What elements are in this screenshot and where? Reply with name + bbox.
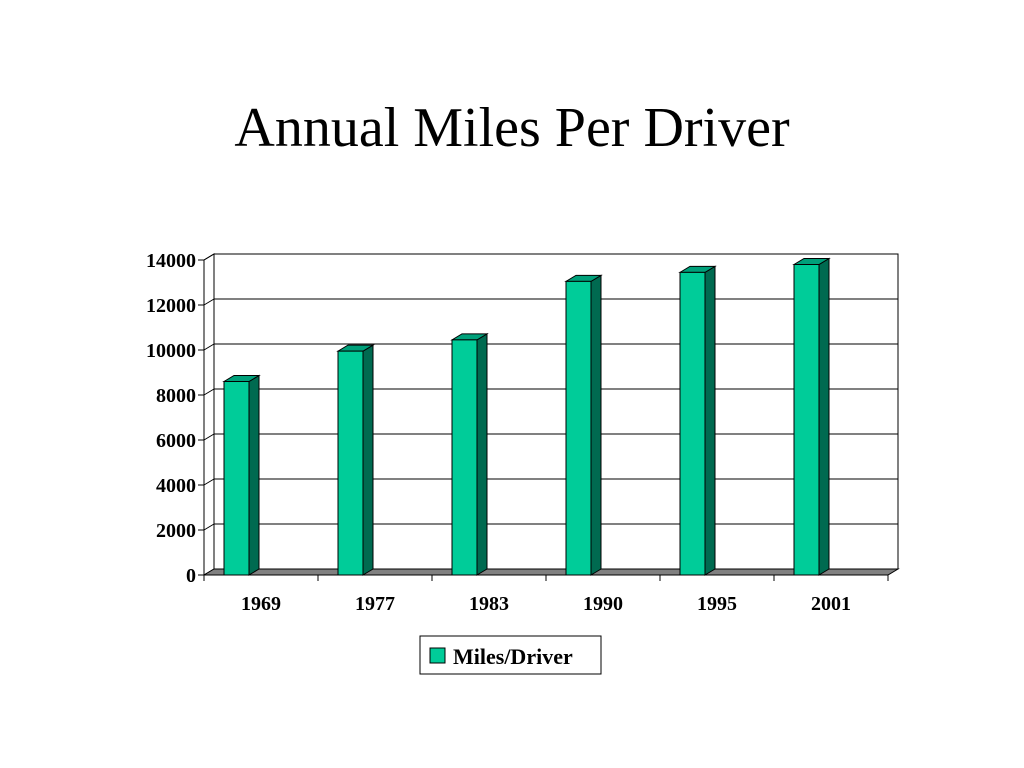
bar — [792, 257, 831, 576]
bar — [564, 274, 603, 576]
bar-side — [362, 344, 374, 576]
y-tick-label: 8000 — [156, 385, 196, 407]
legend-box — [419, 635, 602, 675]
bar-side — [818, 257, 830, 576]
x-tick-label: 1990 — [583, 593, 623, 615]
bar — [678, 265, 717, 576]
bar-side — [590, 274, 602, 576]
bar-side — [704, 265, 716, 576]
bar-front — [337, 350, 364, 576]
x-tick-label: 1977 — [355, 593, 395, 615]
gridline-side — [203, 523, 215, 531]
gridline-side — [203, 343, 215, 351]
gridline-side — [203, 433, 215, 441]
x-tick-label: 1983 — [469, 593, 509, 615]
legend-swatch — [429, 647, 446, 664]
bar-side — [476, 332, 488, 576]
y-tick-label: 10000 — [146, 340, 196, 362]
gridline-side — [203, 253, 215, 261]
bars — [222, 257, 831, 576]
bar-front — [793, 264, 820, 576]
y-axis: 0 2000 4000 6000 8000 10000 12000 14000 — [146, 250, 205, 587]
x-axis: 1969 1977 1983 1990 1995 2001 — [203, 574, 889, 615]
bar-front — [223, 381, 250, 576]
y-tick-label: 12000 — [146, 295, 196, 317]
chart-title: Annual Miles Per Driver — [234, 97, 790, 159]
x-tick-label: 1995 — [697, 593, 737, 615]
y-tick-label: 4000 — [156, 475, 196, 497]
x-tick-label: 2001 — [811, 593, 851, 615]
legend-label: Miles/Driver — [453, 644, 573, 669]
bar-front — [451, 339, 478, 576]
bar-front — [565, 280, 592, 576]
plot-walls — [203, 253, 899, 576]
back-wall — [213, 253, 899, 570]
bar — [450, 332, 489, 576]
bar-side — [248, 374, 260, 576]
legend: Miles/Driver — [419, 635, 602, 675]
gridlines — [203, 253, 898, 531]
y-tick-label: 14000 — [146, 250, 196, 272]
y-tick-label: 6000 — [156, 430, 196, 452]
bar — [336, 344, 375, 576]
y-tick-label: 0 — [186, 565, 196, 587]
bar — [222, 374, 261, 576]
gridline-side — [203, 388, 215, 396]
y-tick-label: 2000 — [156, 520, 196, 542]
gridline-side — [203, 298, 215, 306]
bar-front — [679, 271, 706, 576]
x-tick-label: 1969 — [241, 593, 281, 615]
gridline-side — [203, 478, 215, 486]
